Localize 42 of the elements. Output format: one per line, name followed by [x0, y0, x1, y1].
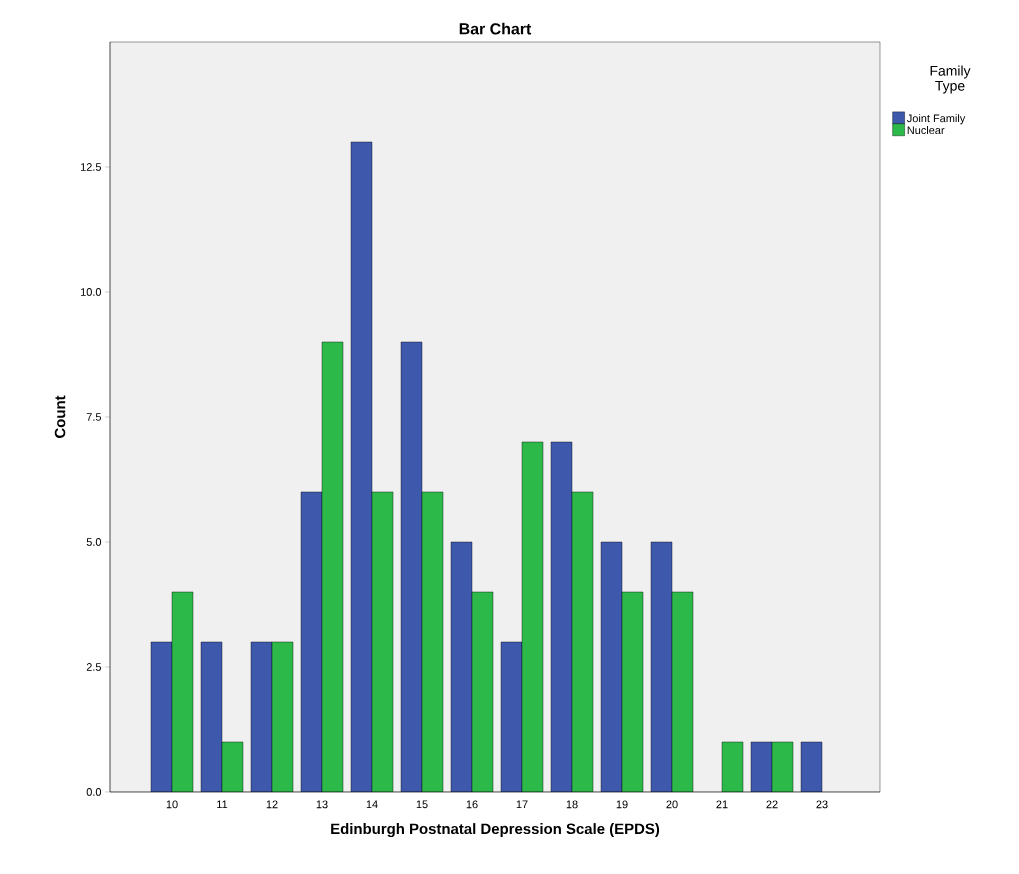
y-tick-label: 0.0 [86, 788, 102, 796]
y-tick-label: 5.0 [86, 538, 102, 546]
y-tick-label: 12.5 [80, 163, 102, 171]
x-tick-label: 17 [516, 800, 528, 809]
legend-label: Nuclear [907, 126, 945, 135]
bar [551, 441, 573, 792]
bar [372, 491, 394, 792]
bar [622, 591, 644, 792]
bar [172, 591, 194, 792]
x-tick-label: 23 [816, 800, 828, 809]
x-tick-label: 12 [266, 800, 278, 809]
x-tick-label: 10 [166, 800, 178, 809]
x-tick-label: 15 [416, 800, 428, 809]
legend-title: Family Type [930, 65, 971, 94]
bar [651, 541, 673, 792]
y-tick-label: 10.0 [80, 288, 102, 296]
bar [672, 591, 694, 792]
bar [322, 341, 344, 792]
legend-label: Joint Family [907, 114, 966, 125]
chart-title: Bar Chart [459, 22, 532, 35]
bar [601, 541, 623, 792]
x-tick-label: 19 [616, 800, 628, 809]
y-axis-title: Count [54, 395, 66, 438]
bar [401, 341, 423, 792]
bar [301, 491, 323, 792]
y-tick-label: 7.5 [86, 413, 102, 421]
x-tick-label: 13 [316, 800, 328, 809]
x-axis-title: Edinburgh Postnatal Depression Scale (EPDS) [331, 823, 660, 838]
x-tick-label: 14 [366, 800, 378, 809]
x-tick-label: 11 [217, 800, 228, 809]
bar [351, 141, 373, 792]
x-tick-label: 21 [716, 800, 728, 809]
x-tick-label: 16 [466, 800, 478, 809]
x-tick-label: 20 [666, 800, 678, 809]
bar [522, 441, 544, 792]
bar [472, 591, 494, 792]
bar [572, 491, 594, 792]
y-tick-label: 2.5 [86, 663, 102, 671]
bar [451, 541, 473, 792]
x-tick-label: 22 [766, 800, 778, 809]
x-tick-label: 18 [566, 800, 578, 809]
bar [422, 491, 444, 792]
